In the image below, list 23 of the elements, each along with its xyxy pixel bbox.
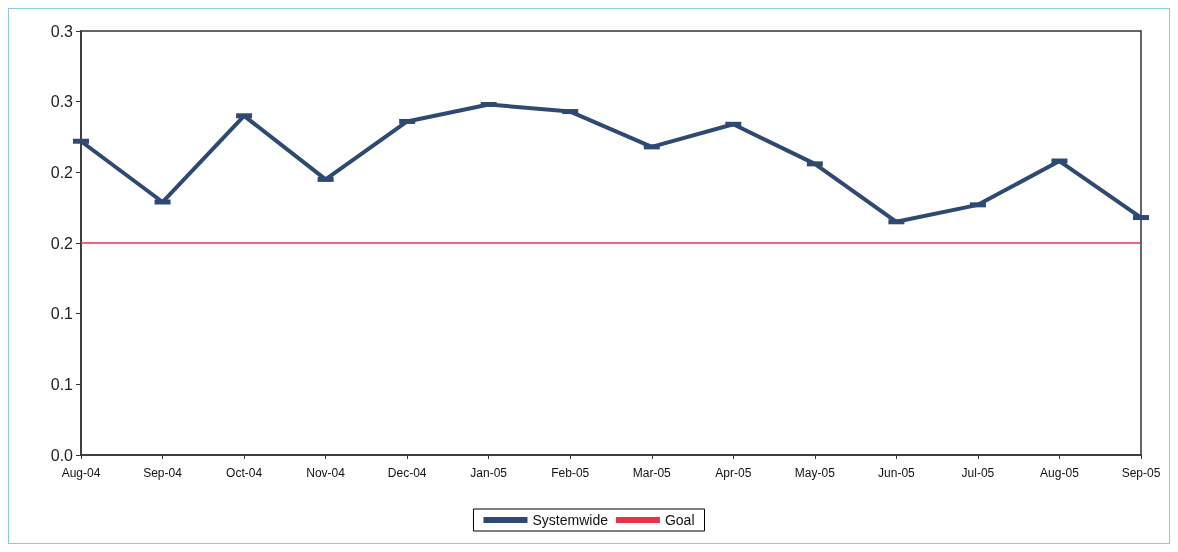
x-tick-label: Jun-05	[878, 466, 916, 480]
x-tick-label: Apr-05	[715, 466, 752, 480]
y-tick-label: 0.3	[50, 22, 74, 40]
legend-label: Goal	[664, 512, 695, 528]
x-tick-label: Dec-04	[387, 466, 427, 480]
y-tick-label: 0.1	[50, 305, 74, 323]
y-tick-label: 0.1	[50, 375, 74, 393]
x-tick-label: Oct-04	[226, 466, 263, 480]
x-tick-label: Feb-05	[551, 466, 590, 480]
x-tick-label: Sep-04	[143, 466, 183, 480]
y-tick-label: 0.2	[50, 163, 74, 181]
x-tick-label: May-05	[794, 466, 836, 480]
x-tick-label: Jan-05	[470, 466, 508, 480]
x-tick-label: Nov-04	[306, 466, 346, 480]
x-tick-label: Mar-05	[632, 466, 672, 480]
y-tick-label: 0.3	[50, 93, 74, 111]
y-tick-label: 0.0	[50, 446, 74, 464]
x-tick-label: Aug-05	[1040, 466, 1080, 480]
x-tick-label: Jul-05	[961, 466, 995, 480]
y-tick-label: 0.2	[50, 234, 74, 252]
x-tick-label: Sep-05	[1121, 466, 1161, 480]
legend-label: Systemwide	[532, 512, 609, 528]
x-tick-label: Aug-04	[61, 466, 101, 480]
